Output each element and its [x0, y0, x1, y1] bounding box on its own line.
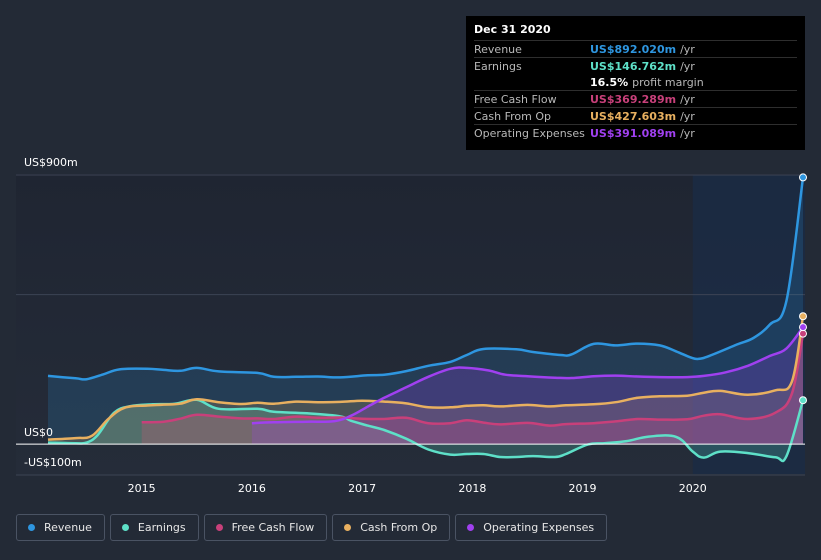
- tooltip-row-value: US$146.762m: [590, 59, 677, 73]
- x-tick-label: 2019: [569, 482, 597, 495]
- x-tick-label: 2015: [128, 482, 156, 495]
- tooltip-row: Revenue US$892.020m/yr: [474, 40, 797, 57]
- tooltip-row: Operating Expenses US$391.089m/yr: [474, 124, 797, 141]
- legend-dot-icon: [467, 524, 475, 531]
- plot-background: [16, 174, 805, 475]
- tooltip-row-unit: /yr: [680, 42, 695, 56]
- legend-item-earnings[interactable]: Earnings: [109, 514, 199, 541]
- tooltip-row-value: US$369.289m: [590, 92, 677, 106]
- tooltip-row: 16.5% profit margin: [474, 74, 797, 90]
- area-opex: [251, 327, 803, 445]
- tooltip-row: Free Cash Flow US$369.289m/yr: [474, 90, 797, 107]
- tooltip-row-value: US$427.603m: [590, 109, 677, 123]
- tooltip-row-label: Free Cash Flow: [474, 92, 557, 106]
- recent-period-highlight: [692, 175, 805, 474]
- tooltip-date: Dec 31 2020: [474, 23, 551, 36]
- tooltip-row-unit: /yr: [680, 92, 695, 106]
- legend-dot-icon: [28, 524, 35, 531]
- legend-label: Cash From Op: [360, 521, 438, 534]
- tooltip-row-value: US$892.020m: [590, 42, 677, 56]
- legend-item-cash-from-op[interactable]: Cash From Op: [332, 514, 451, 541]
- legend-dot-icon: [121, 524, 129, 531]
- x-tick-label: 2017: [348, 482, 376, 495]
- endpoint-earnings: [799, 396, 807, 405]
- tooltip-row-label: Revenue: [474, 42, 522, 56]
- line-opex: [251, 326, 804, 425]
- area-fcf: [141, 333, 803, 445]
- line-fcf: [141, 333, 805, 427]
- area-earnings: [48, 399, 803, 462]
- x-tick-label: 2018: [458, 482, 486, 495]
- endpoint-fcf: [799, 329, 807, 338]
- endpoint-cfo: [799, 312, 807, 321]
- tooltip-row: Cash From Op US$427.603m/yr: [474, 107, 797, 124]
- tooltip-row-label: Cash From Op: [474, 109, 552, 123]
- endpoint-opex: [799, 323, 807, 332]
- legend-label: Revenue: [44, 521, 92, 534]
- tooltip-row-unit: /yr: [680, 109, 695, 123]
- tooltip-row-value: 16.5%: [590, 75, 629, 89]
- legend-item-operating-expenses[interactable]: Operating Expenses: [455, 514, 608, 541]
- legend-item-free-cash-flow[interactable]: Free Cash Flow: [203, 514, 328, 541]
- line-cfo: [47, 315, 805, 441]
- tooltip-row-value: US$391.089m: [590, 126, 677, 140]
- data-tooltip: Dec 31 2020 Revenue US$892.020m/yr Earning…: [466, 16, 805, 150]
- tooltip-row-unit: /yr: [680, 126, 695, 140]
- y-axis-bottom-label: -US$100m: [24, 456, 82, 469]
- legend-label: Free Cash Flow: [231, 521, 315, 534]
- chart-legend: Revenue Earnings Free Cash Flow Cash From O…: [16, 514, 608, 541]
- tooltip-row-unit: /yr: [680, 59, 695, 73]
- line-revenue: [47, 177, 805, 381]
- legend-dot-icon: [344, 524, 352, 531]
- tooltip-row-label: Earnings: [474, 59, 522, 73]
- tooltip-row-label: Operating Expenses: [474, 126, 585, 140]
- area-cfo: [48, 316, 803, 445]
- tooltip-row: Earnings US$146.762m/yr: [474, 57, 797, 74]
- x-tick-label: 2020: [679, 482, 707, 495]
- legend-label: Operating Expenses: [483, 521, 595, 534]
- area-revenue: [48, 177, 803, 445]
- tooltip-row-unit: profit margin: [632, 75, 704, 89]
- endpoint-revenue: [799, 173, 807, 182]
- legend-item-revenue[interactable]: Revenue: [16, 514, 105, 541]
- legend-label: Earnings: [137, 521, 186, 534]
- y-axis-top-label: US$900m: [24, 156, 78, 169]
- x-tick-label: 2016: [238, 482, 266, 495]
- y-axis-zero-label: US$0: [24, 426, 54, 439]
- legend-dot-icon: [215, 524, 223, 531]
